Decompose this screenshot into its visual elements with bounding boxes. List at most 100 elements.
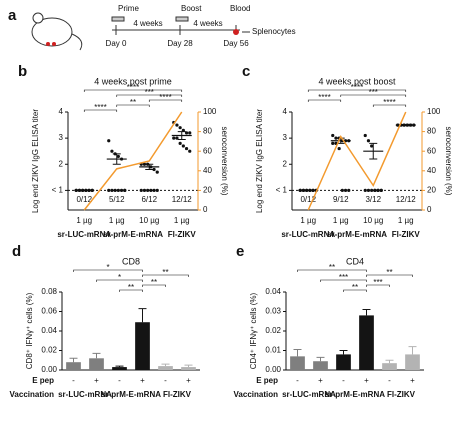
chart-title: 4 weeks post prime [94, 76, 172, 86]
y-tick-label: 0.08 [41, 287, 57, 296]
data-point [123, 188, 127, 192]
significance-label: *** [373, 278, 382, 287]
data-point [149, 188, 153, 192]
error-bar [293, 349, 302, 357]
data-point [331, 141, 335, 145]
y-tick-label: 0.02 [265, 326, 281, 335]
y-tick-label: 2 [283, 159, 288, 168]
y-tick-label: 0.02 [41, 346, 57, 355]
event-label: Blood [230, 4, 250, 13]
event-day: Day 0 [106, 39, 127, 48]
y-tick-label: 2 [59, 159, 64, 168]
count-label: 6/12 [141, 195, 157, 204]
data-point [155, 170, 159, 174]
y-tick-label: 3 [59, 133, 64, 142]
error-bar [115, 365, 124, 368]
significance-bracket [372, 104, 407, 107]
error-bar [184, 364, 193, 368]
count-label: 0/12 [300, 195, 316, 204]
bar [66, 362, 81, 370]
error-bar [177, 131, 186, 140]
panel-label: b [18, 63, 27, 80]
count-label: 3/12 [365, 195, 381, 204]
error-bar [145, 163, 154, 170]
significance-bracket [148, 99, 183, 102]
syringe-icon [111, 16, 125, 22]
significance-bracket [83, 109, 118, 112]
panel-label: e [236, 243, 244, 260]
event-label: Prime [118, 4, 139, 13]
x-tick-label: + [318, 376, 323, 385]
significance-label: ** [329, 263, 335, 272]
interval-label: 4 weeks [133, 19, 162, 28]
x-tick-label: + [140, 376, 145, 385]
count-label: 9/12 [333, 195, 349, 204]
y-axis-label: Log end ZIKV IgG ELISA titer [31, 109, 40, 213]
data-point [366, 139, 371, 143]
error-bar [161, 363, 170, 367]
y2-tick-label: 20 [427, 186, 436, 195]
bar [290, 356, 305, 370]
significance-bracket [340, 94, 407, 97]
count-label: 5/12 [109, 195, 125, 204]
count-label: 12/12 [396, 195, 417, 204]
data-point [184, 131, 189, 135]
data-point [107, 139, 111, 143]
x-tick-label: - [296, 376, 299, 385]
data-point [110, 149, 114, 153]
bar [181, 367, 196, 370]
data-point [181, 144, 185, 148]
significance-bracket [366, 284, 390, 287]
data-point [142, 188, 147, 192]
y-tick-label: 0.01 [265, 346, 281, 355]
data-point [152, 188, 156, 192]
data-point [340, 188, 344, 192]
significance-label: *** [369, 88, 378, 97]
seroconversion-line [83, 111, 183, 211]
bar [382, 363, 397, 370]
y-tick-label: 4 [59, 107, 64, 116]
y2-tick-label: 80 [203, 127, 212, 136]
data-point [107, 188, 111, 192]
significance-label: ** [128, 283, 134, 292]
data-point [334, 136, 338, 140]
significance-bracket [343, 289, 367, 292]
data-point [178, 141, 182, 145]
y-tick-label: 0.03 [265, 307, 281, 316]
significance-label: **** [94, 103, 106, 112]
data-point [370, 188, 374, 192]
significance-bracket [366, 274, 413, 277]
bar [158, 366, 173, 370]
data-point [373, 188, 377, 192]
event-label: Boost [181, 4, 202, 13]
data-point [363, 188, 367, 192]
data-point [113, 188, 117, 192]
x-tick-label: - [388, 376, 391, 385]
group-label: sr-LUC-mRNA [282, 390, 336, 399]
data-point [152, 167, 156, 172]
y-axis-label: CD8⁺ IFNγ⁺ cells (%) [25, 292, 34, 369]
error-bar [401, 124, 410, 127]
row-label: E pep [256, 376, 278, 385]
data-point [146, 188, 150, 192]
data-point [363, 133, 367, 138]
data-point [337, 146, 341, 151]
data-point [142, 162, 147, 166]
y-tick-label: < 1 [276, 186, 288, 195]
significance-label: * [106, 263, 109, 272]
data-point [370, 144, 374, 148]
y-tick-label: 4 [283, 107, 288, 116]
y2-tick-label: 60 [203, 146, 212, 155]
x-tick-label: + [94, 376, 99, 385]
significance-label: **** [127, 83, 139, 92]
x-tick-label: + [410, 376, 415, 385]
y-tick-label: 0.06 [41, 307, 57, 316]
data-point [116, 154, 120, 159]
x-tick-label: + [186, 376, 191, 385]
bar [336, 354, 351, 370]
count-label: 12/12 [172, 195, 193, 204]
y2-tick-label: 60 [427, 146, 436, 155]
y-axis-label: Log end ZIKV IgG ELISA titer [255, 109, 264, 213]
data-point [175, 136, 179, 140]
